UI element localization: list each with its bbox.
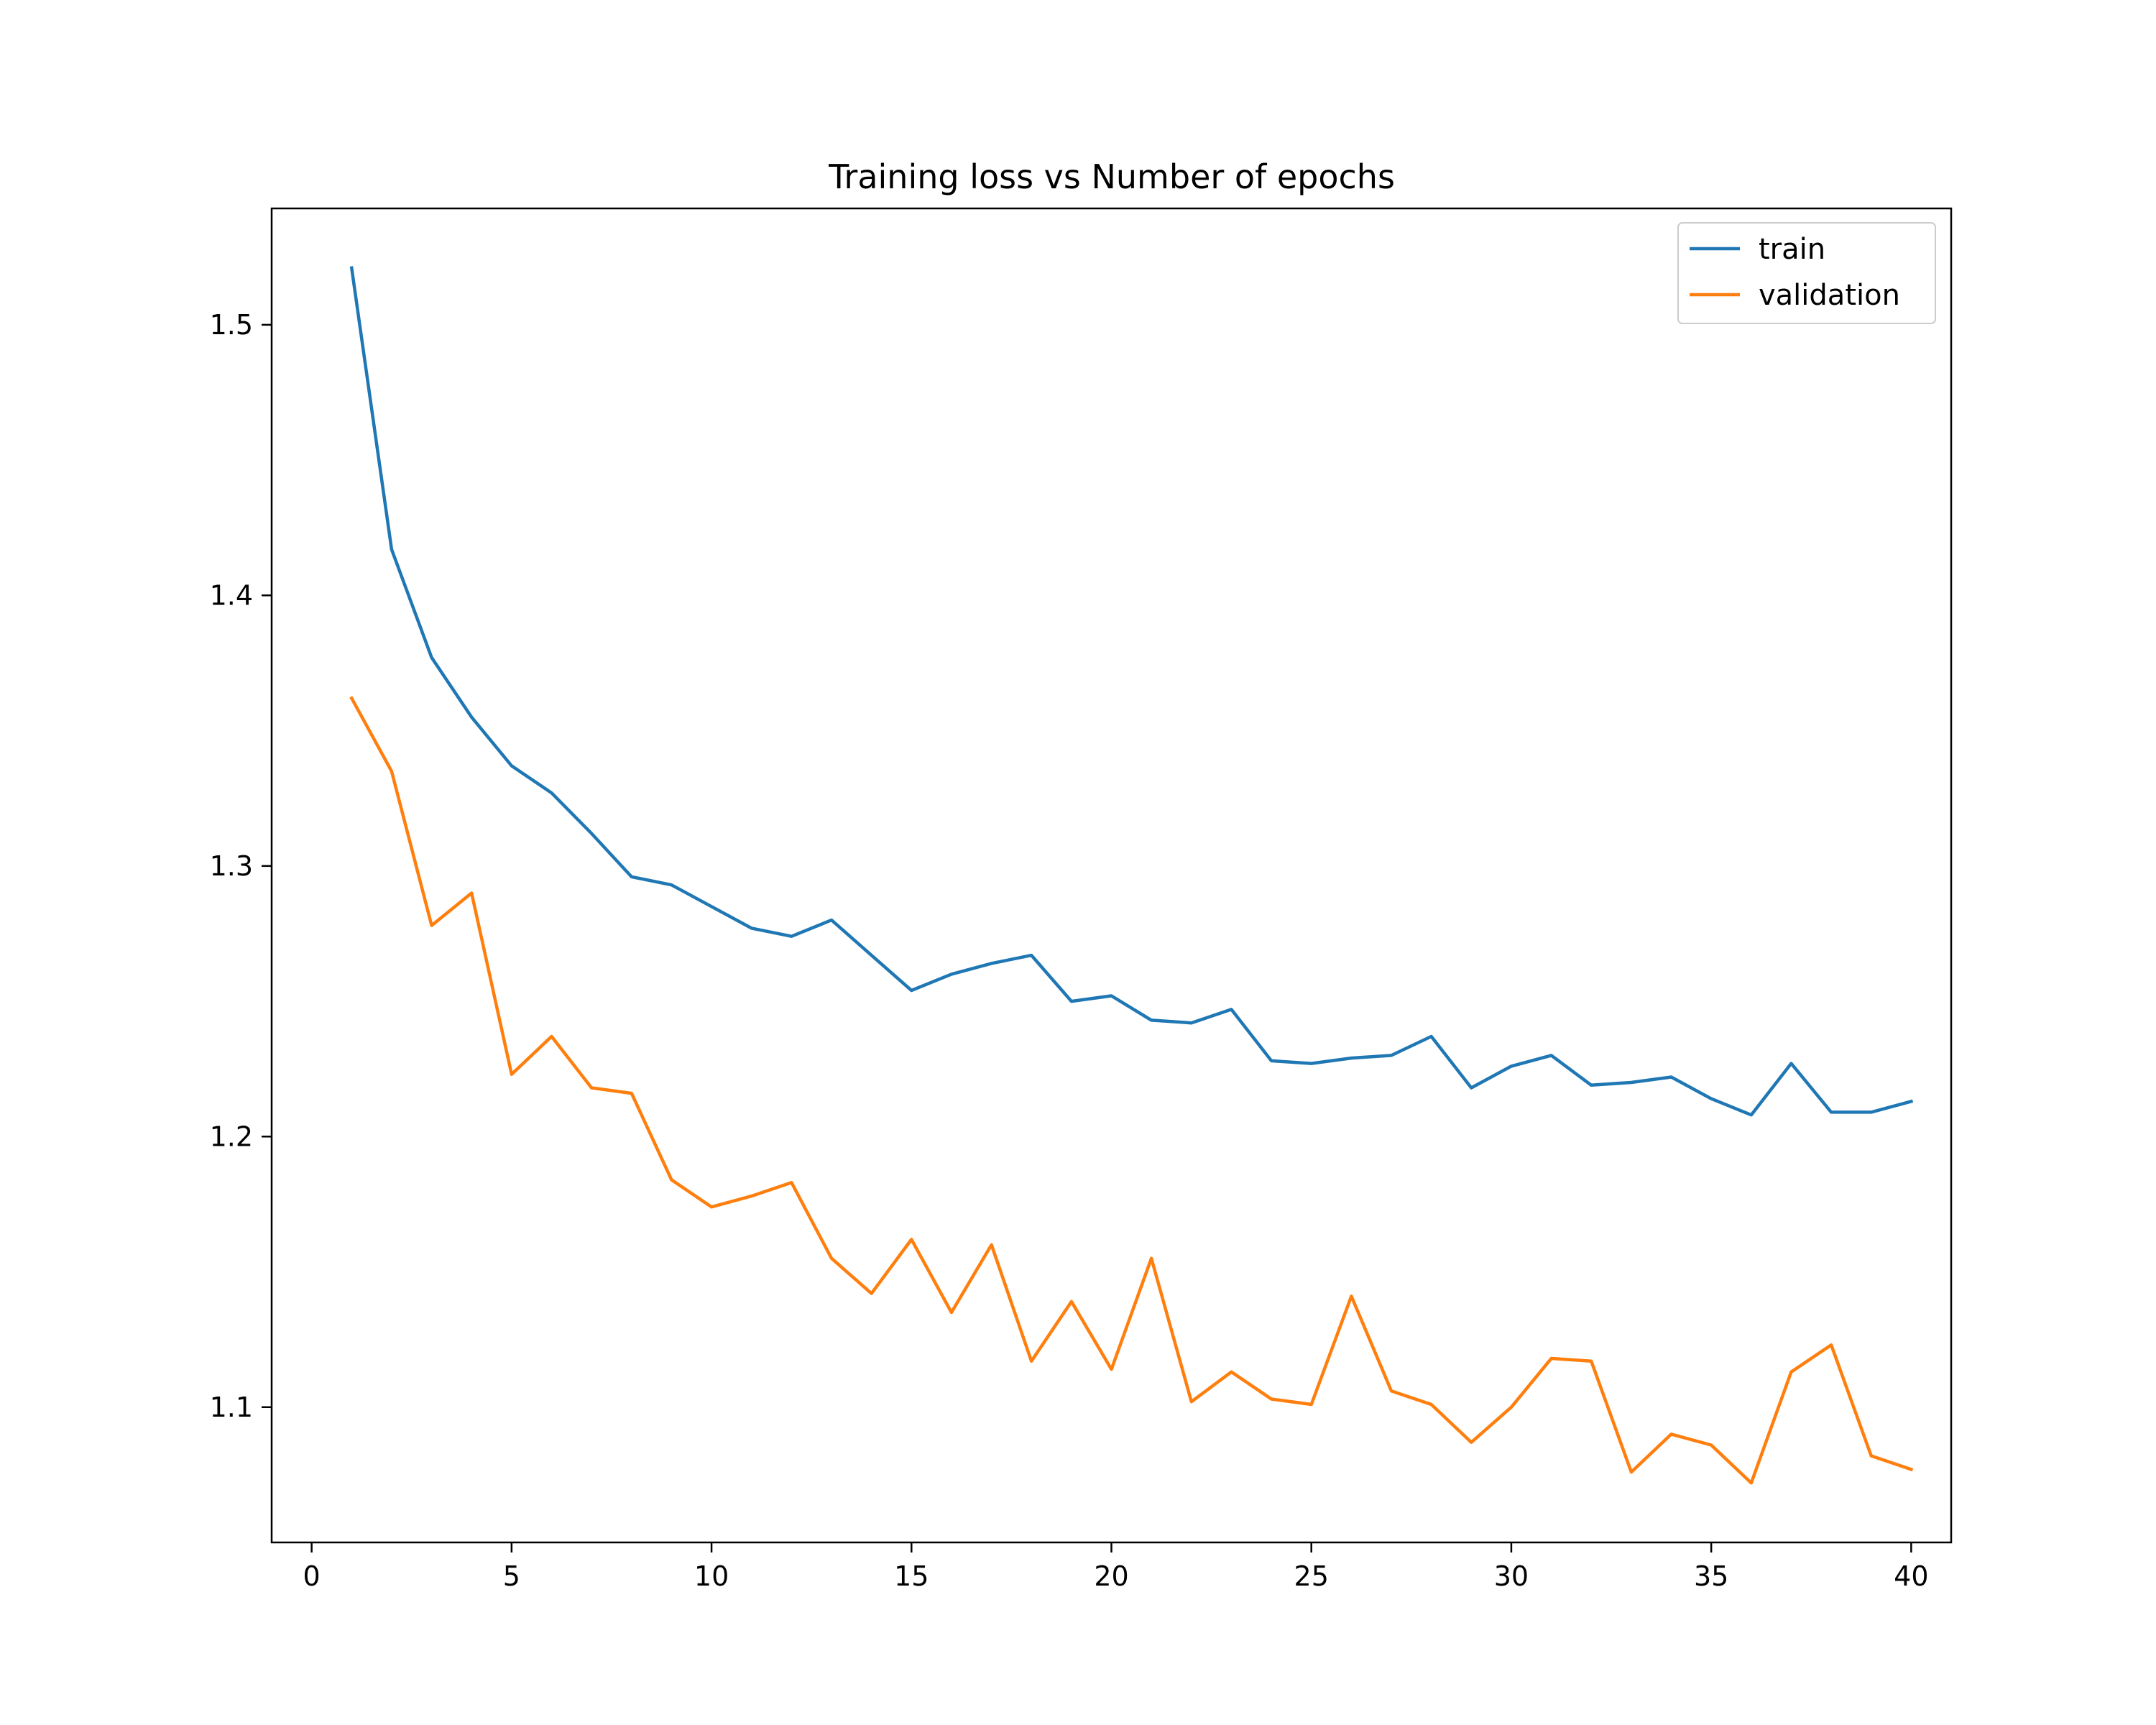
series-layer [349, 266, 1914, 1485]
series-line-validation [349, 696, 1914, 1485]
x-tick-label: 10 [694, 1560, 729, 1592]
y-tick-label: 1.4 [210, 579, 253, 611]
series-line-train [349, 266, 1914, 1117]
chart-title: Training loss vs Number of epochs [828, 157, 1395, 196]
x-axis: 0 5 10 15 20 25 30 35 40 [303, 1542, 1929, 1592]
x-tick-label: 5 [503, 1560, 520, 1592]
legend-label-train: train [1759, 233, 1825, 266]
y-tick-label: 1.2 [210, 1121, 253, 1152]
x-tick-label: 35 [1694, 1560, 1728, 1592]
legend-box [1677, 222, 1936, 324]
y-tick-label: 1.1 [210, 1392, 253, 1423]
y-axis: 1.1 1.2 1.3 1.4 1.5 [210, 309, 272, 1423]
x-tick-label: 0 [303, 1560, 321, 1592]
x-tick-label: 40 [1894, 1560, 1928, 1592]
legend: train validation [1677, 222, 1936, 324]
y-tick-label: 1.3 [210, 850, 253, 882]
x-tick-label: 25 [1294, 1560, 1329, 1592]
x-tick-label: 30 [1494, 1560, 1529, 1592]
y-tick-label: 1.5 [210, 309, 253, 341]
legend-label-validation: validation [1759, 279, 1900, 312]
x-tick-label: 20 [1094, 1560, 1128, 1592]
x-tick-label: 15 [894, 1560, 929, 1592]
